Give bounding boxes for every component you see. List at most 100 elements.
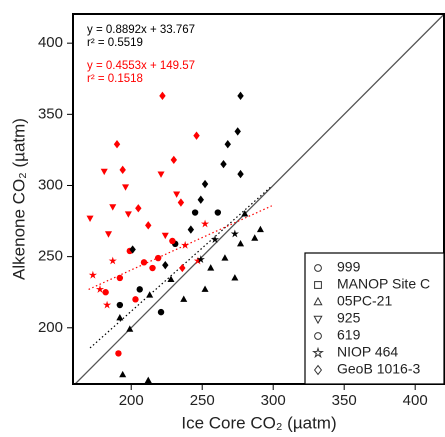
- data-point: [191, 209, 199, 216]
- data-point: [144, 376, 152, 384]
- x-tick-label: 300: [261, 392, 286, 409]
- legend-label: 05PC-21: [337, 293, 392, 309]
- data-point: [181, 240, 190, 249]
- plot-frame: [72, 13, 445, 385]
- data-point: [102, 300, 112, 309]
- data-point: [201, 285, 209, 292]
- data-point: [119, 370, 127, 378]
- data-point: [100, 168, 108, 176]
- fit-equation: y = 0.8892x + 33.767: [87, 24, 195, 36]
- data-point: [109, 204, 117, 211]
- data-point: [140, 259, 148, 266]
- legend-symbol: [314, 264, 322, 272]
- data-point: [256, 225, 264, 233]
- x-axis-label: Ice Core CO₂ (µatm): [181, 413, 336, 432]
- data-point: [104, 231, 113, 238]
- data-point: [197, 195, 204, 204]
- y-tick-label: 350: [38, 105, 63, 122]
- data-point: [161, 232, 169, 240]
- y-tick-label: 250: [38, 248, 63, 265]
- legend-symbol: [313, 315, 323, 325]
- x-tick-label: 350: [332, 392, 357, 409]
- data-point: [95, 285, 105, 293]
- data-point: [173, 191, 181, 198]
- data-point: [237, 169, 244, 179]
- data-point: [167, 275, 175, 282]
- data-point: [149, 264, 156, 272]
- data-point: [207, 264, 215, 271]
- legend-box: [304, 252, 445, 385]
- data-point: [157, 308, 165, 316]
- data-point: [230, 229, 239, 238]
- data-point: [136, 286, 143, 293]
- y-tick-label: 400: [38, 34, 63, 51]
- data-point: [170, 155, 178, 165]
- legend-label: 925: [337, 310, 361, 326]
- one-to-one-line: [74, 14, 445, 384]
- legend-symbol: [314, 332, 322, 340]
- data-point: [154, 254, 162, 262]
- data-point: [115, 350, 122, 357]
- data-point: [132, 296, 139, 303]
- x-tick-label: 250: [190, 392, 215, 409]
- data-point: [193, 131, 200, 140]
- legend-symbol: [313, 296, 323, 306]
- data-point: [196, 255, 205, 263]
- y-tick-label: 300: [38, 176, 63, 193]
- legend-label: 619: [337, 327, 361, 343]
- x-tick-label: 200: [119, 392, 144, 409]
- data-point: [124, 211, 132, 218]
- data-point: [234, 127, 241, 136]
- x-tick-label: 400: [403, 392, 428, 409]
- plot-area: [74, 14, 445, 384]
- fit-equation: y = 0.4553x + 149.57: [87, 60, 195, 72]
- data-point: [231, 274, 239, 281]
- data-point: [116, 313, 124, 321]
- fit-r2: r² = 0.1518: [87, 73, 143, 85]
- legend-label: MANOP Site C: [337, 276, 430, 292]
- data-point: [116, 274, 124, 282]
- y-axis-label: Alkenone CO₂ (µatm): [9, 118, 28, 280]
- legend-symbol: [314, 281, 322, 289]
- data-point: [179, 263, 186, 273]
- data-point: [169, 237, 176, 245]
- data-point: [113, 140, 121, 149]
- data-point: [135, 204, 142, 213]
- data-point: [116, 301, 124, 309]
- data-point: [224, 140, 231, 149]
- data-point: [241, 210, 249, 217]
- data-point: [129, 245, 136, 254]
- data-point: [210, 235, 220, 244]
- fit-r2: r² = 0.5519: [87, 37, 143, 49]
- data-point: [88, 270, 97, 279]
- data-point: [157, 171, 165, 178]
- data-point: [214, 209, 222, 216]
- data-point: [146, 291, 154, 298]
- data-point: [221, 254, 229, 261]
- y-tick-label: 200: [38, 319, 63, 336]
- data-point: [193, 256, 203, 265]
- data-point: [187, 225, 195, 234]
- regression-line: [89, 185, 273, 349]
- data-point: [122, 184, 130, 191]
- data-point: [108, 256, 117, 265]
- data-point: [251, 234, 259, 241]
- legend-label: GeoB 1016-3: [337, 361, 420, 377]
- data-point: [237, 239, 245, 247]
- data-point: [102, 289, 109, 296]
- data-point: [200, 219, 210, 228]
- data-point: [237, 91, 244, 100]
- data-point: [126, 325, 134, 332]
- regression-line: [88, 205, 273, 290]
- data-point: [119, 165, 126, 174]
- data-point: [162, 261, 169, 270]
- legend-label: 999: [337, 259, 361, 275]
- legend-symbol: [313, 364, 323, 376]
- data-point: [201, 179, 209, 189]
- legend-label: NIOP 464: [337, 344, 398, 360]
- data-point: [180, 295, 188, 302]
- data-point: [220, 159, 227, 169]
- data-point: [177, 198, 185, 207]
